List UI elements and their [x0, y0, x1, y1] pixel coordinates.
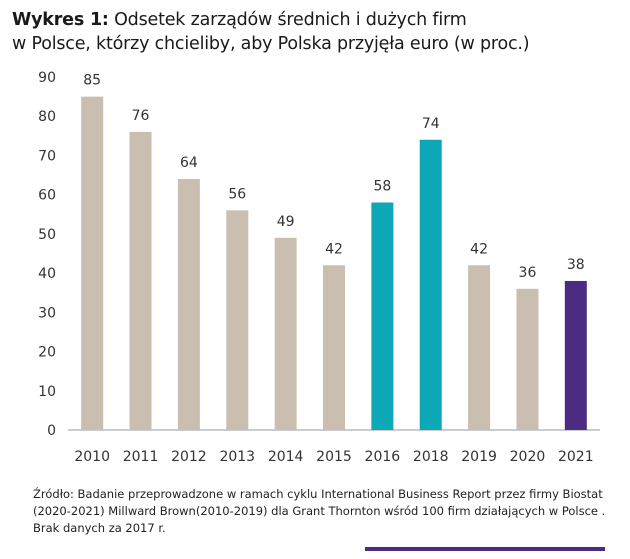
bar-value-label: 64: [180, 155, 198, 171]
x-tick-label: 2021: [558, 449, 594, 465]
x-tick-label: 2012: [171, 449, 207, 465]
bar: [81, 96, 104, 430]
source-note: Źródło: Badanie przeprowadzone w ramach …: [33, 487, 606, 535]
y-tick-label: 10: [38, 384, 56, 400]
y-tick-label: 40: [38, 266, 56, 282]
y-tick-label: 70: [38, 148, 56, 164]
bar-value-label: 36: [519, 265, 537, 281]
x-tick-label: 2013: [219, 449, 255, 465]
bar: [129, 131, 152, 430]
y-tick-label: 30: [38, 305, 56, 321]
bar: [371, 202, 394, 430]
bar-value-label: 76: [132, 108, 150, 124]
chart-title-prefix: Wykres 1:: [12, 10, 109, 30]
x-tick-label: 2018: [413, 449, 449, 465]
x-tick-label: 2019: [461, 449, 497, 465]
bar: [516, 288, 539, 430]
bar-value-label: 38: [567, 257, 585, 273]
bar-value-label: 85: [83, 73, 101, 89]
bar: [177, 178, 200, 430]
y-tick-label: 90: [38, 70, 56, 86]
bar-value-label: 42: [470, 241, 488, 257]
x-tick-label: 2016: [365, 449, 401, 465]
bar-value-label: 74: [422, 116, 440, 132]
bar-value-label: 56: [228, 186, 246, 202]
bar-chart: 0 10 20 30 40 50 60 70 80 90 85 2010 76 2011 64 2012 56 2…: [38, 70, 600, 465]
x-tick-label: 2010: [74, 449, 110, 465]
x-tick-label: 2011: [123, 449, 159, 465]
bar-value-label: 58: [373, 179, 391, 195]
chart-title-line2: w Polsce, którzy chcieliby, aby Polska p…: [12, 34, 530, 54]
y-tick-label: 20: [38, 345, 56, 361]
bar: [274, 237, 297, 430]
x-tick-label: 2014: [268, 449, 304, 465]
bar: [323, 265, 345, 430]
bar-value-label: 49: [277, 214, 295, 230]
bar: [226, 210, 249, 430]
x-tick-label: 2020: [510, 449, 546, 465]
y-tick-label: 60: [38, 188, 56, 204]
chart-title: Wykres 1: Odsetek zarządów średnich i du…: [12, 8, 622, 56]
y-tick-label: 0: [47, 423, 56, 439]
footer-accent-rule: [365, 547, 605, 551]
bar: [564, 280, 587, 430]
chart-title-line1: Odsetek zarządów średnich i dużych firm: [114, 10, 467, 30]
y-tick-label: 50: [38, 227, 56, 243]
bar: [468, 265, 491, 430]
bar: [419, 139, 442, 430]
x-tick-label: 2015: [316, 449, 352, 465]
bar-value-label: 42: [325, 241, 343, 257]
y-tick-label: 80: [38, 109, 56, 125]
